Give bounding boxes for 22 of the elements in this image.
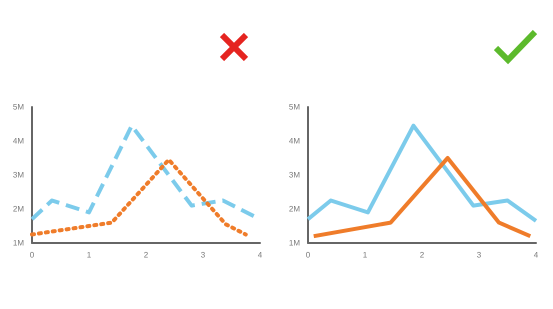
y-tick-label: 4M <box>288 136 300 146</box>
x-tick-label: 1 <box>86 250 92 260</box>
line-series <box>30 158 248 236</box>
line-series <box>306 124 538 223</box>
y-tick-label: 5M <box>288 102 300 112</box>
x-tick-label: 0 <box>306 250 311 260</box>
y-tick-label: 1M <box>288 238 300 248</box>
x-tick-label: 0 <box>30 250 35 260</box>
x-tick-label: 3 <box>476 250 482 260</box>
y-tick-label: 2M <box>12 204 24 214</box>
y-tick-label: 4M <box>12 136 24 146</box>
x-tick-label: 4 <box>258 250 263 260</box>
x-tick-label: 2 <box>144 250 149 260</box>
y-tick-label: 3M <box>12 170 24 180</box>
x-tick-label: 2 <box>420 250 425 260</box>
y-tick-label: 2M <box>288 204 300 214</box>
y-tick-label: 1M <box>12 238 24 248</box>
x-tick-label: 4 <box>534 250 539 260</box>
y-tick-label: 5M <box>12 102 24 112</box>
x-tick-label: 1 <box>362 250 368 260</box>
x-tick-label: 3 <box>200 250 206 260</box>
y-tick-label: 3M <box>288 170 300 180</box>
